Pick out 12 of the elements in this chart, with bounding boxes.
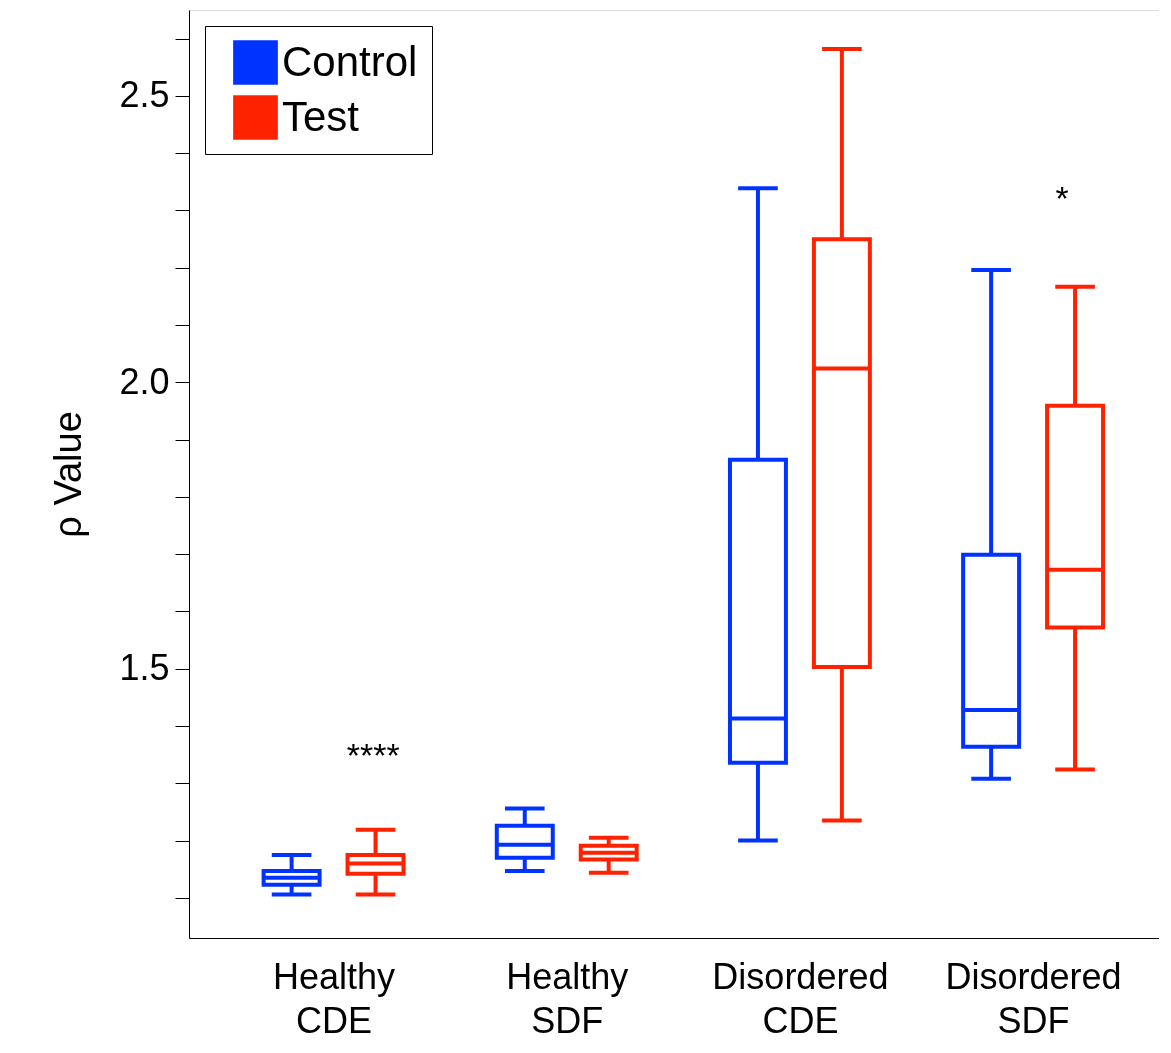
y-tick-label: 2.5 [119, 74, 170, 116]
x-tick-label: Healthy CDE [273, 955, 396, 1041]
y-tick-label: 1.5 [119, 647, 170, 689]
annotation: **** [346, 736, 400, 775]
legend-label: Test [282, 92, 360, 140]
y-axis-title: ρ Value [47, 411, 90, 538]
x-tick-label: Healthy SDF [506, 955, 629, 1041]
x-tick-label: Disordered CDE [712, 955, 889, 1041]
annotation: * [1055, 179, 1069, 218]
legend-label: Control [282, 37, 418, 85]
x-tick-label: Disordered SDF [945, 955, 1122, 1041]
y-tick-label: 2.0 [119, 360, 170, 402]
